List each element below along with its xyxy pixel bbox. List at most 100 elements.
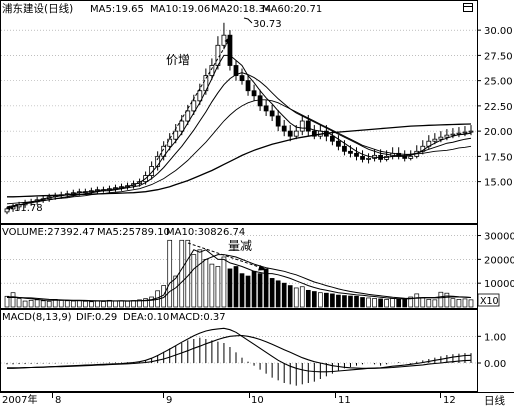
candle-body: [438, 136, 444, 140]
volume-bar: [384, 299, 389, 308]
price-line-ma10: [6, 72, 472, 208]
volume-bar: [209, 263, 215, 308]
volume-bar: [396, 298, 402, 308]
volume-bar: [378, 298, 383, 308]
candle-body: [239, 75, 245, 82]
x-label-dec: 12: [443, 395, 456, 406]
indicator-lines: [6, 54, 472, 373]
volume-line-ma10: [6, 254, 472, 302]
macd-header-bg: [1, 310, 213, 323]
price-up-label: 价增: [166, 53, 190, 67]
macd-header-dif: DIF:0.29: [76, 312, 117, 323]
price-high-label: 30.73: [253, 19, 282, 30]
candle-body: [432, 138, 438, 142]
candle-body: [185, 110, 191, 122]
volume-bar: [239, 273, 245, 308]
volume-bar: [293, 287, 299, 308]
volume-bar: [167, 239, 173, 308]
candle-body: [342, 145, 347, 152]
macd-header-dea: DEA:0.10: [123, 312, 169, 323]
high-marker-line: [243, 17, 253, 24]
macd-line-dif: [7, 327, 472, 373]
volume-bar: [318, 292, 323, 308]
macd-header-macd: MACD:0.37: [170, 312, 226, 323]
price-tick-label: 30.00: [484, 26, 513, 37]
volume-bar: [402, 299, 408, 308]
volume-bar: [324, 292, 329, 308]
volume-bar: [299, 286, 305, 308]
volume-bar: [70, 300, 76, 308]
volume-bar: [76, 300, 82, 308]
x-label-sep: 9: [166, 395, 172, 406]
grid-layer: [1, 29, 477, 364]
volume-bar: [257, 273, 263, 308]
volume-bar: [354, 295, 359, 308]
volume-bar: [34, 299, 40, 308]
volume-bar: [348, 295, 353, 308]
macd-histogram: [6, 337, 472, 386]
volume-bar: [119, 300, 124, 308]
candle-body: [257, 95, 263, 107]
volume-bar: [95, 300, 100, 308]
macd-tick-label: 1.00: [484, 332, 506, 343]
candle-body: [4, 208, 10, 213]
volume-bar: [311, 291, 317, 308]
volume-bar: [22, 300, 28, 308]
volume-bar: [125, 300, 130, 308]
volume-bar: [432, 299, 438, 308]
price-line-ma20: [6, 99, 472, 205]
price-up-arrow-line: [156, 39, 230, 161]
candle-body: [336, 140, 341, 147]
volume-bar: [366, 297, 371, 308]
volume-header-ma10: MA10:30826.74: [166, 227, 245, 238]
candle-body: [191, 100, 197, 112]
volume-down-label: 量减: [228, 239, 252, 253]
period-label: 日线: [484, 394, 505, 407]
candle-body: [293, 130, 299, 137]
price-header-title: 浦东建设(日线): [2, 2, 73, 15]
candle-body: [263, 105, 269, 112]
volume-bar: [101, 301, 106, 308]
volume-bar: [414, 293, 420, 308]
volume-bar: [143, 298, 148, 308]
volume-bar: [408, 296, 414, 308]
candle-body: [468, 130, 474, 133]
candle-body: [197, 90, 203, 102]
macd-header-params: MACD(8,13,9): [2, 312, 72, 323]
price-line-ma60: [7, 123, 472, 198]
volume-bar: [287, 285, 293, 308]
volume-bar: [468, 299, 474, 308]
volume-bar: [173, 275, 179, 308]
candle-body: [245, 80, 251, 92]
candle-body: [275, 115, 281, 127]
volume-bar: [179, 239, 185, 308]
price-header-bg: [1, 1, 306, 15]
volume-tick-label: 20000: [484, 255, 514, 266]
window-box-icon[interactable]: [463, 3, 473, 12]
candle-body: [408, 155, 414, 159]
macd-line-dea: [7, 334, 472, 369]
price-tick-label: 22.50: [484, 102, 513, 113]
candle-body: [456, 132, 462, 135]
price-header-ma60: MA60:20.71: [262, 4, 322, 15]
volume-bar: [16, 298, 22, 308]
volume-bar: [149, 296, 154, 308]
candle-body: [299, 120, 305, 132]
volume-header-bg: [1, 225, 231, 238]
volume-tick-label: 10000: [484, 279, 514, 290]
candle-body: [330, 135, 335, 142]
candle-body: [366, 157, 371, 160]
volume-bar: [227, 268, 233, 308]
volume-bar: [10, 292, 16, 308]
x-label-nov: 11: [338, 395, 351, 406]
candle-body: [444, 134, 450, 138]
candle-body: [450, 133, 456, 136]
price-header-ma20: MA20:18.34: [211, 4, 271, 15]
candle-body: [173, 130, 179, 140]
volume-bar: [426, 299, 432, 308]
price-up-arrowhead-icon: [224, 35, 232, 44]
x-label-year: 2007年: [2, 393, 37, 406]
volume-unit-box: [477, 293, 500, 307]
